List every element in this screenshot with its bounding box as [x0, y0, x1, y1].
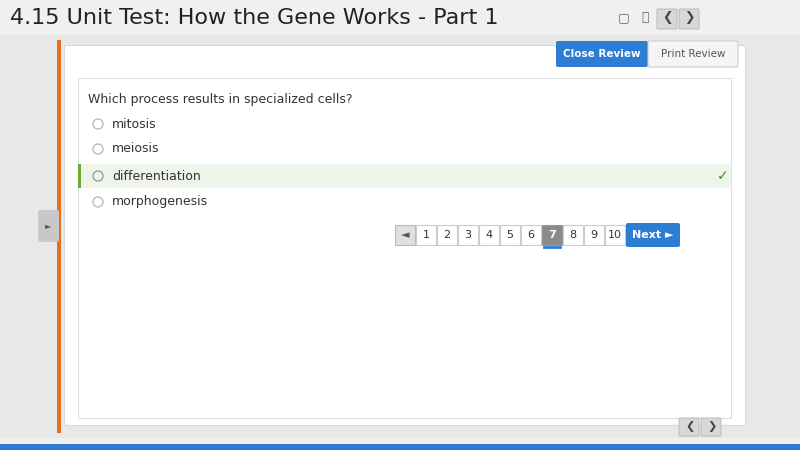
Text: 4: 4: [486, 230, 493, 240]
Text: ✓: ✓: [717, 169, 729, 183]
Text: Which process results in specialized cells?: Which process results in specialized cel…: [88, 94, 353, 107]
FancyBboxPatch shape: [500, 225, 520, 245]
Text: Next ►: Next ►: [632, 230, 674, 240]
Text: 3: 3: [465, 230, 471, 240]
FancyBboxPatch shape: [64, 45, 745, 425]
FancyBboxPatch shape: [0, 0, 800, 35]
Text: 1: 1: [422, 230, 430, 240]
Text: meiosis: meiosis: [112, 143, 159, 156]
FancyBboxPatch shape: [479, 225, 499, 245]
FancyBboxPatch shape: [78, 164, 731, 188]
FancyBboxPatch shape: [605, 225, 625, 245]
Text: 2: 2: [443, 230, 450, 240]
Text: 6: 6: [527, 230, 534, 240]
FancyBboxPatch shape: [701, 418, 721, 436]
FancyBboxPatch shape: [78, 164, 81, 188]
Text: Close Review: Close Review: [563, 49, 641, 59]
FancyBboxPatch shape: [679, 418, 699, 436]
Text: ❯: ❯: [684, 11, 694, 24]
Text: ◄: ◄: [401, 230, 410, 240]
Text: mitosis: mitosis: [112, 117, 157, 130]
FancyBboxPatch shape: [395, 225, 415, 245]
Text: ❯: ❯: [707, 422, 717, 432]
Text: ►: ►: [45, 221, 51, 230]
Text: morphogenesis: morphogenesis: [112, 195, 208, 208]
Text: 4.15 Unit Test: How the Gene Works - Part 1: 4.15 Unit Test: How the Gene Works - Par…: [10, 8, 498, 27]
Text: ❮: ❮: [686, 422, 694, 432]
FancyBboxPatch shape: [78, 78, 731, 418]
FancyBboxPatch shape: [521, 225, 541, 245]
Text: 9: 9: [590, 230, 598, 240]
FancyBboxPatch shape: [556, 41, 648, 67]
FancyBboxPatch shape: [679, 9, 699, 29]
FancyBboxPatch shape: [458, 225, 478, 245]
Text: Print Review: Print Review: [661, 49, 726, 59]
Text: ❮: ❮: [662, 11, 672, 24]
FancyBboxPatch shape: [648, 41, 738, 67]
FancyBboxPatch shape: [563, 225, 583, 245]
FancyBboxPatch shape: [542, 225, 562, 245]
FancyBboxPatch shape: [657, 9, 677, 29]
FancyBboxPatch shape: [437, 225, 457, 245]
FancyBboxPatch shape: [584, 225, 604, 245]
Text: ▢: ▢: [618, 11, 630, 24]
FancyBboxPatch shape: [57, 40, 61, 433]
FancyBboxPatch shape: [38, 210, 59, 242]
FancyBboxPatch shape: [416, 225, 436, 245]
FancyBboxPatch shape: [626, 223, 680, 247]
Text: differentiation: differentiation: [112, 170, 201, 183]
FancyBboxPatch shape: [0, 444, 800, 450]
Text: 8: 8: [570, 230, 577, 240]
Text: 10: 10: [608, 230, 622, 240]
Text: 5: 5: [506, 230, 514, 240]
Text: 7: 7: [548, 230, 556, 240]
FancyBboxPatch shape: [0, 35, 800, 438]
Text: ⤢: ⤢: [642, 11, 649, 24]
